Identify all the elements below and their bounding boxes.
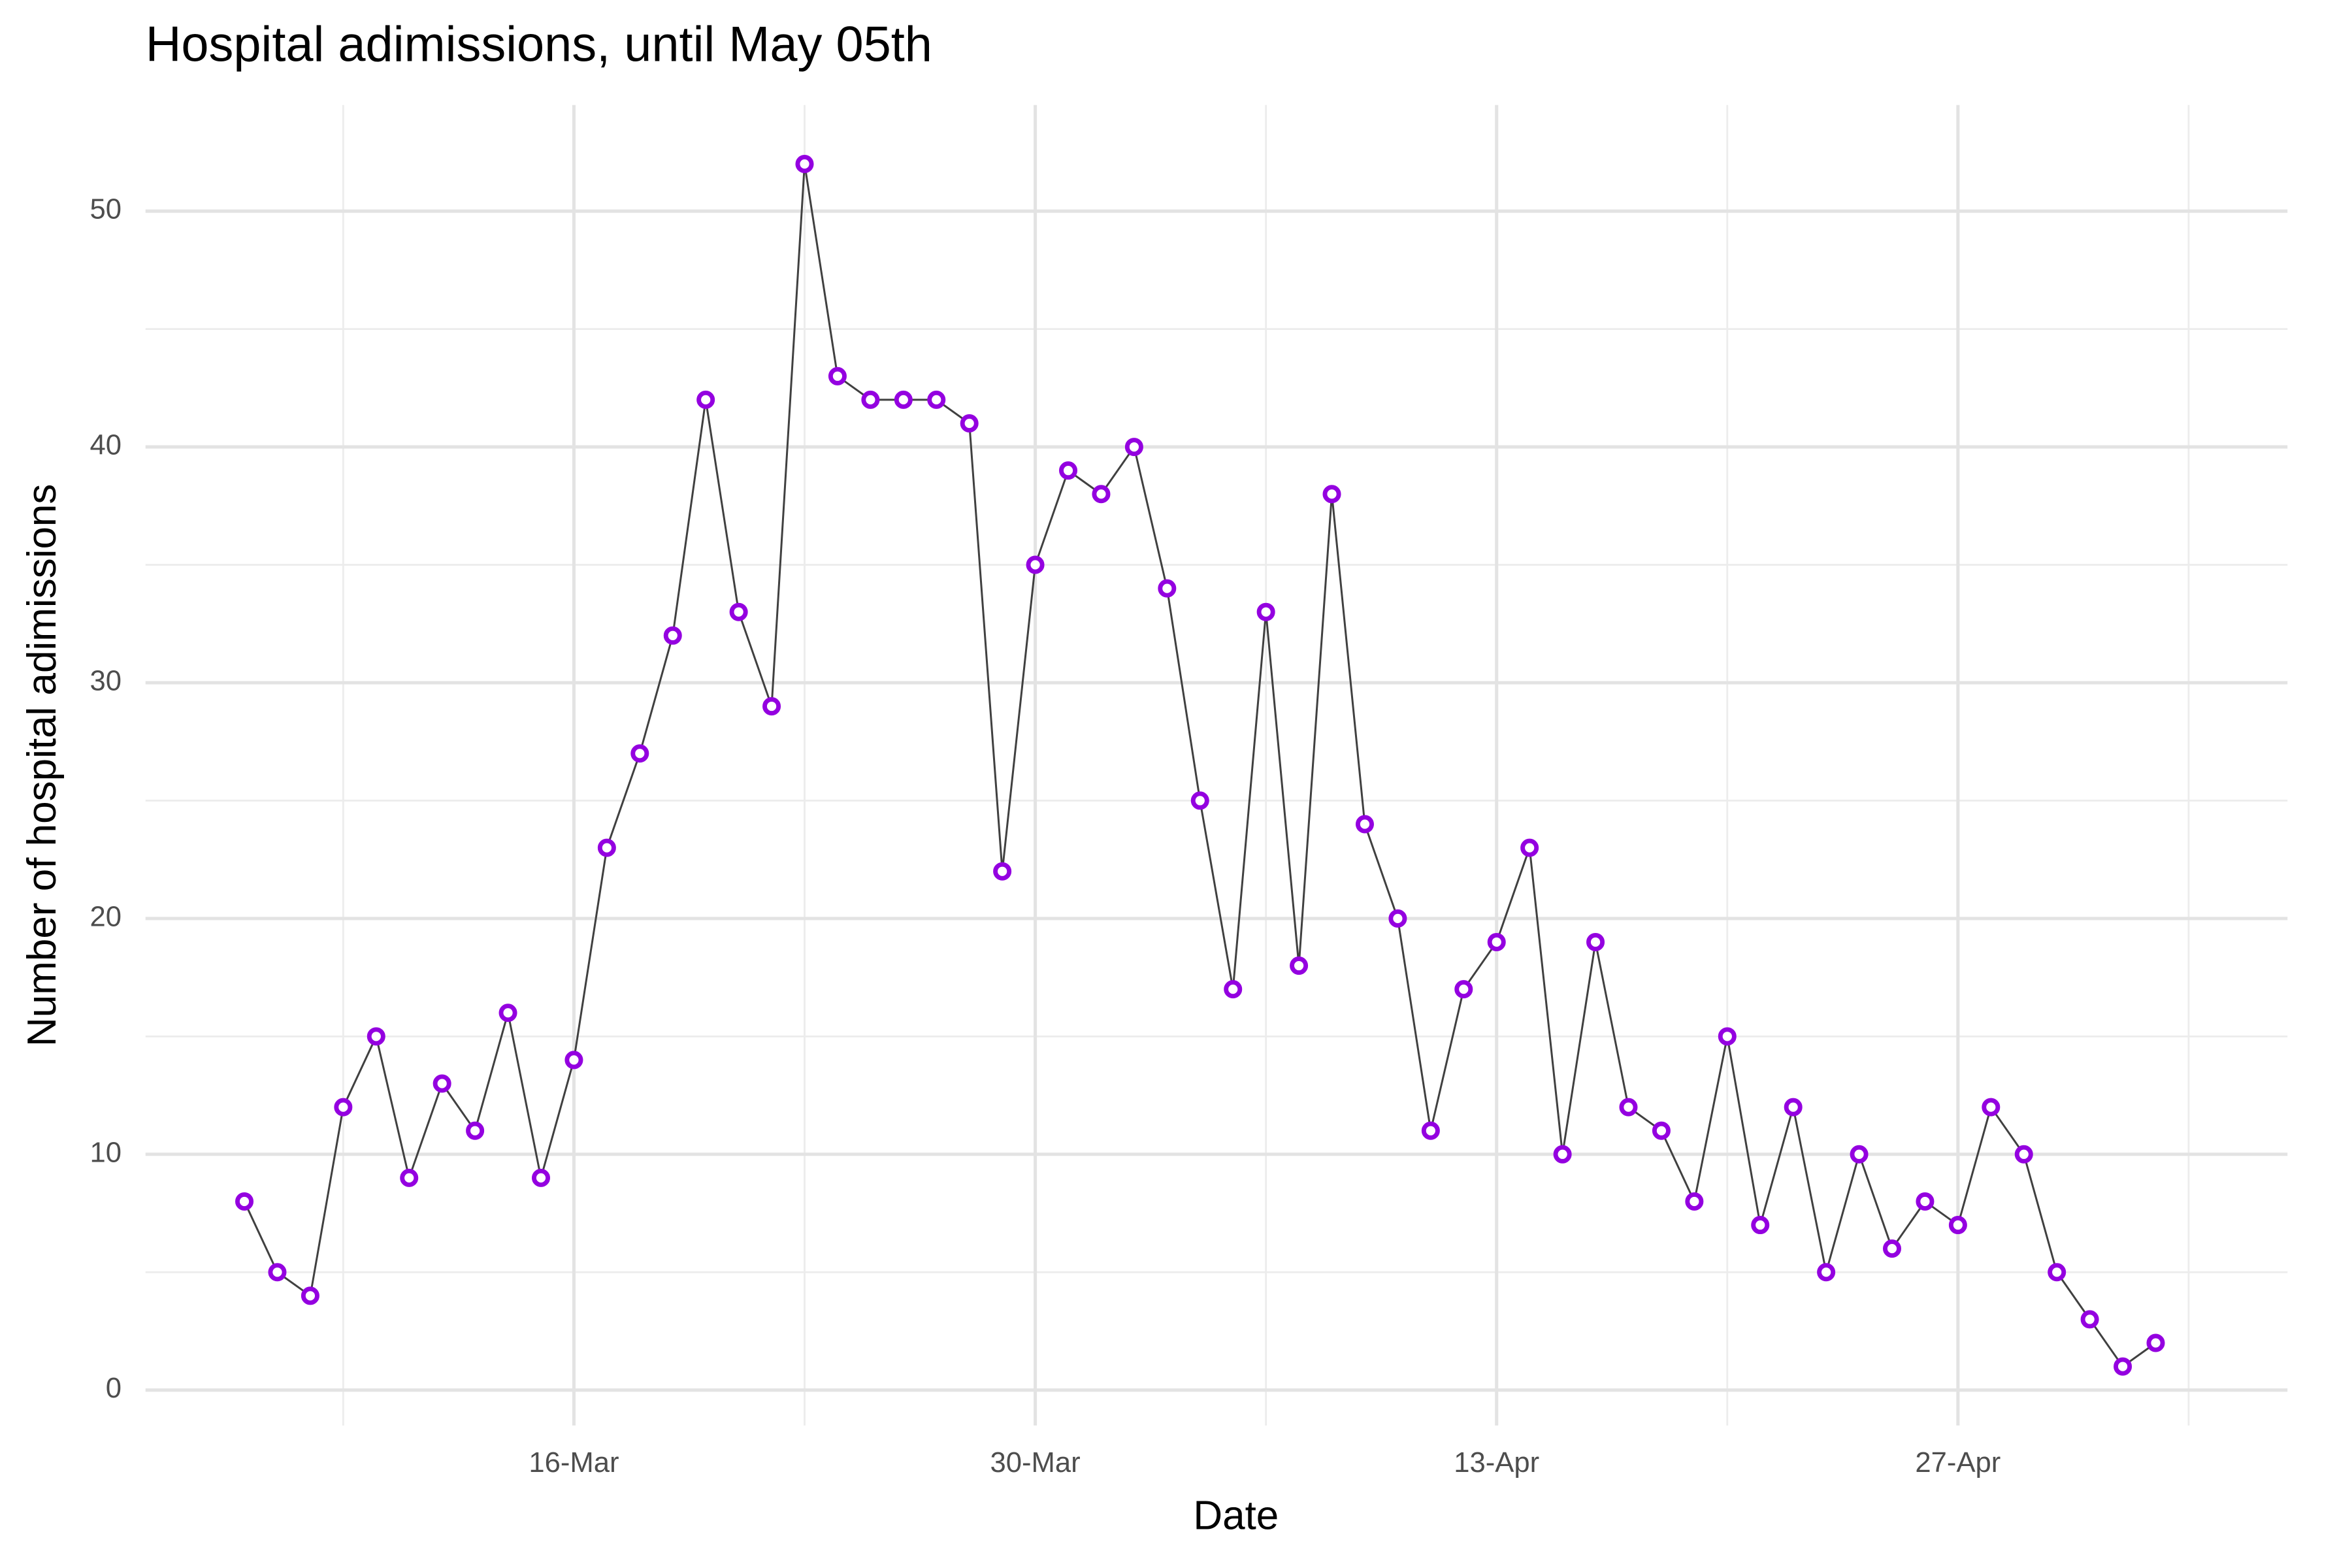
data-point [498,1004,517,1022]
data-point [1652,1121,1671,1140]
y-tick-label: 50 [90,194,122,225]
data-point [993,862,1012,881]
data-point [828,367,847,385]
y-tick-label: 40 [90,430,122,461]
data-point [1718,1027,1737,1046]
data-point [729,602,748,621]
data-point [1059,461,1078,480]
y-axis-title: Number of hospital adimissions [20,484,65,1047]
data-point [1487,932,1506,951]
data-point [597,838,616,857]
x-tick-label: 13-Apr [1454,1447,1539,1478]
data-point [2080,1310,2099,1329]
data-point [1158,579,1177,598]
y-tick-label: 10 [90,1137,122,1168]
y-tick-label: 0 [106,1373,122,1404]
data-point [1092,485,1111,504]
data-point [960,414,979,433]
data-point [1026,555,1045,574]
data-point [1619,1098,1638,1117]
x-tick-label: 16-Mar [529,1447,619,1478]
data-point [1454,980,1473,999]
x-tick-label: 27-Apr [1915,1447,2001,1478]
data-point [696,390,715,409]
data-point [1553,1145,1572,1164]
data-point [630,744,649,763]
data-point [762,697,781,716]
plot-area [235,154,2165,1376]
data-point [1322,485,1341,504]
data-point [531,1168,550,1187]
chart-title: Hospital adimissions, until May 05th [146,17,932,73]
data-point [1586,932,1605,951]
data-point [1190,791,1209,810]
data-point [1124,438,1143,457]
data-point [1948,1216,1967,1235]
data-point [2114,1357,2132,1376]
data-point [795,154,814,174]
data-point [433,1074,451,1093]
data-point [1817,1263,1836,1282]
data-point [1355,815,1374,834]
data-point [927,390,946,409]
data-point [1784,1098,1803,1117]
data-point [2146,1333,2165,1352]
x-tick-label: 30-Mar [990,1447,1081,1478]
data-point [1916,1192,1935,1211]
data-point [1850,1145,1869,1164]
data-point [1520,838,1539,857]
data-point [1388,909,1407,928]
data-point [466,1121,485,1140]
data-point [1421,1121,1440,1140]
data-point [663,626,682,645]
data-point [2048,1263,2066,1282]
y-tick-label: 20 [90,901,122,932]
data-point [1290,956,1309,975]
data-point [367,1027,385,1046]
data-point [1882,1239,1902,1258]
data-point [2014,1145,2033,1164]
data-point [1685,1192,1704,1211]
data-point [1982,1098,2001,1117]
x-axis-title: Date [1193,1494,1279,1539]
data-point [894,390,913,409]
data-point [301,1286,319,1305]
data-point [1224,980,1243,999]
data-point [1256,602,1275,621]
data-point [1751,1216,1770,1235]
data-point [268,1263,287,1282]
data-point [564,1051,583,1070]
y-tick-label: 30 [90,665,122,696]
data-point [334,1098,353,1117]
data-point [235,1192,254,1211]
grid [145,105,2288,1426]
data-point [861,390,880,409]
data-point [400,1168,419,1187]
